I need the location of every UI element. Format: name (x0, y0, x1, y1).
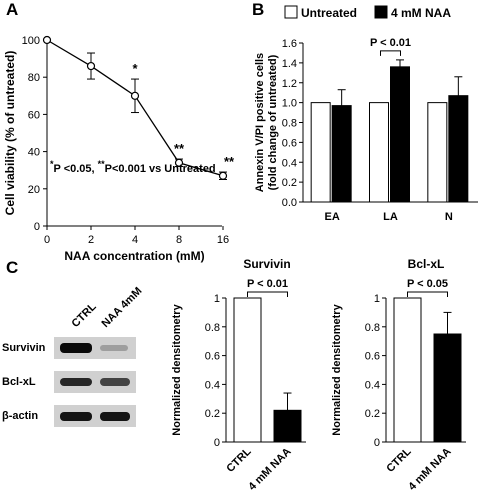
y-tick-label: 0 (374, 437, 380, 449)
blot-band (100, 412, 130, 421)
blot-band (60, 412, 92, 421)
legend-label: Untreated (301, 6, 357, 20)
significance-bracket (407, 291, 448, 297)
chart-b-annexin: 0.0 0.2 0.4 0.6 0.8 1.0 1.2 1.4 1.6 EA LA N P < 0.01… (254, 5, 478, 223)
significance-bracket (380, 50, 401, 56)
bar (369, 102, 389, 203)
footnote: *P <0.05, **P<0.001 vs Untreated (50, 159, 216, 175)
legend-label: 4 mM NAA (391, 6, 451, 20)
blot-band (100, 378, 130, 386)
blot-band (60, 343, 92, 353)
data-point (218, 171, 228, 180)
data-point (130, 91, 140, 100)
panel-label-c: C (6, 258, 19, 277)
blot-band (100, 345, 128, 351)
blot-row-label: β-actin (2, 410, 39, 422)
y-tick-label: 0.2 (282, 177, 297, 189)
significance-label: P < 0.01 (247, 278, 288, 290)
y-tick-label: 0 (214, 437, 220, 449)
x-tick-label: 4 (132, 234, 138, 246)
bar (433, 333, 462, 443)
y-tick-label: 0.4 (282, 157, 297, 169)
x-tick-label: 4 mM NAA (406, 446, 453, 493)
footnote-star: * (50, 159, 54, 169)
blot-row-label: Bcl-xL (2, 376, 36, 388)
bar (393, 297, 422, 443)
blot-band (60, 378, 92, 386)
x-tick-label: EA (325, 211, 340, 223)
data-point (86, 61, 96, 71)
data-point (42, 35, 52, 45)
y-axis-label: Normalized densitometry (171, 303, 183, 435)
y-tick-label: 20 (28, 184, 40, 196)
panel-label-a: A (6, 0, 19, 19)
y-tick-label: 0.8 (282, 118, 297, 130)
y-tick-label: 0.6 (282, 137, 297, 149)
chart-title: Bcl-xL (408, 257, 445, 271)
blot-strip (54, 405, 136, 427)
significance-marker: * (132, 61, 138, 76)
bar (310, 102, 331, 203)
legend-swatch (374, 5, 388, 19)
y-tick-label: 0.8 (365, 322, 380, 334)
x-tick-label: 16 (217, 234, 229, 246)
y-tick-label: 0.6 (205, 351, 220, 363)
y-axis-label: (fold change of untreated) (267, 54, 279, 190)
significance-label: P < 0.05 (407, 278, 448, 290)
x-tick-label: 0 (44, 234, 50, 246)
y-tick-label: 0.4 (205, 379, 220, 391)
y-tick-label: 0.2 (205, 408, 220, 420)
y-tick-label: 0.4 (365, 379, 380, 391)
y-tick-label: 0.2 (365, 408, 380, 420)
y-tick-label: 1 (374, 293, 380, 305)
y-axis-label: Cell viability (% of untreated) (3, 51, 17, 216)
footnote-text: P <0.05, (54, 163, 98, 175)
x-tick-label: 2 (88, 234, 94, 246)
y-axis-label: Normalized densitometry (331, 303, 343, 435)
blot-strip (54, 337, 136, 359)
y-tick-label: 0.0 (282, 197, 297, 209)
footnote-star: ** (98, 159, 106, 169)
chart-title: Survivin (243, 257, 290, 271)
y-tick-label: 1 (214, 293, 220, 305)
x-tick-label: 4 mM NAA (246, 446, 293, 493)
significance-label: P < 0.01 (370, 37, 411, 49)
y-tick-label: 40 (28, 147, 40, 159)
x-tick-label: 8 (176, 234, 182, 246)
bar (233, 297, 262, 443)
legend-swatch (284, 5, 298, 19)
bar (390, 66, 410, 203)
data-point (174, 158, 184, 167)
footnote-text: P<0.001 vs Untreated (105, 163, 216, 175)
significance-marker: ** (174, 141, 185, 156)
x-tick-label: CTRL (384, 445, 413, 474)
y-tick-label: 80 (28, 72, 40, 84)
y-axis-label: Annexin V/PI positive cells (254, 53, 266, 192)
significance-marker: ** (224, 154, 235, 169)
x-tick-label: CTRL (224, 445, 253, 474)
blot-strip (54, 371, 136, 393)
y-tick-label: 1.6 (282, 38, 297, 50)
y-tick-label: 1.2 (282, 78, 297, 90)
y-tick-label: 0.6 (365, 351, 380, 363)
x-tick-label: N (445, 211, 453, 223)
bar (427, 102, 448, 203)
y-tick-label: 60 (28, 109, 40, 121)
y-tick-label: 100 (22, 35, 40, 47)
significance-bracket (247, 291, 288, 297)
x-tick-label: LA (383, 211, 398, 223)
y-tick-label: 1.0 (282, 98, 297, 110)
blot-row-label: Survivin (2, 342, 46, 354)
y-tick-label: 0 (34, 221, 40, 233)
panel-label-b: B (252, 0, 265, 19)
y-tick-label: 1.4 (282, 58, 297, 70)
y-tick-label: 0.8 (205, 322, 220, 334)
bar (273, 409, 302, 443)
x-axis-label: NAA concentration (mM) (64, 249, 204, 263)
